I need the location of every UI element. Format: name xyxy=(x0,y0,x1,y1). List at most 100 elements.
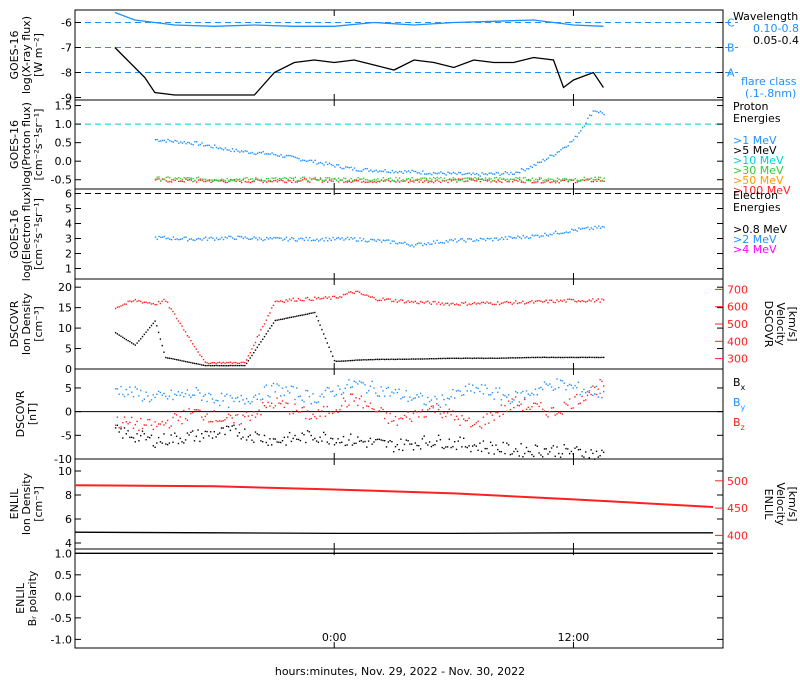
data-point xyxy=(377,171,379,173)
data-point xyxy=(163,139,166,142)
data-point xyxy=(531,406,533,408)
data-point xyxy=(332,236,334,239)
data-point xyxy=(163,235,166,238)
data-point xyxy=(373,297,375,299)
data-point xyxy=(382,177,385,179)
data-point xyxy=(257,239,259,241)
data-point xyxy=(446,357,449,359)
y-axis-label: GOES-16 xyxy=(8,30,21,79)
data-point xyxy=(150,399,153,401)
data-point xyxy=(193,345,196,348)
data-point xyxy=(359,178,361,180)
data-point xyxy=(554,230,557,232)
data-point xyxy=(461,173,463,176)
data-point xyxy=(597,356,599,359)
data-point xyxy=(517,235,519,237)
data-point xyxy=(402,358,404,360)
data-point xyxy=(431,173,433,176)
data-point xyxy=(183,442,185,444)
data-point xyxy=(129,386,131,388)
data-point xyxy=(405,301,407,303)
data-point xyxy=(283,394,285,396)
data-point xyxy=(493,303,495,306)
data-point xyxy=(278,300,280,303)
data-point xyxy=(577,449,580,451)
data-point xyxy=(463,302,465,304)
data-point xyxy=(550,386,553,388)
data-point xyxy=(227,361,230,364)
data-point xyxy=(167,176,169,178)
data-point xyxy=(434,172,437,174)
data-point xyxy=(123,427,126,429)
data-point xyxy=(281,318,284,320)
data-point xyxy=(396,424,398,426)
data-point xyxy=(285,236,288,239)
data-point xyxy=(414,397,416,399)
data-point xyxy=(501,173,503,175)
data-point xyxy=(158,235,160,238)
data-point xyxy=(138,340,140,342)
data-point xyxy=(350,433,352,435)
data-point xyxy=(450,357,452,359)
data-point xyxy=(177,419,180,422)
data-point xyxy=(398,181,401,183)
data-point xyxy=(217,400,219,402)
data-point xyxy=(497,301,499,303)
data-point xyxy=(362,177,365,179)
data-point xyxy=(285,317,287,319)
data-point xyxy=(594,356,596,359)
data-point xyxy=(441,394,443,396)
data-point xyxy=(333,359,336,362)
data-point xyxy=(559,299,562,301)
data-point xyxy=(271,152,273,154)
data-point xyxy=(145,301,147,303)
data-point xyxy=(409,443,411,445)
data-point xyxy=(495,176,498,179)
data-point xyxy=(294,398,296,401)
data-point xyxy=(314,239,316,242)
data-point xyxy=(257,178,259,180)
data-point xyxy=(344,444,346,447)
data-point xyxy=(418,396,420,398)
data-point xyxy=(204,430,206,433)
data-point xyxy=(464,446,467,448)
data-point xyxy=(425,179,428,181)
data-point xyxy=(373,239,376,241)
y-axis-label: log(Proton flux) xyxy=(20,102,33,187)
data-point xyxy=(287,154,289,157)
data-point xyxy=(486,180,489,182)
data-point xyxy=(226,393,228,396)
data-point xyxy=(599,180,602,182)
data-point xyxy=(194,141,196,143)
data-point xyxy=(314,416,316,418)
data-point xyxy=(290,316,293,318)
data-point xyxy=(281,387,284,389)
data-point xyxy=(556,180,559,182)
data-point xyxy=(452,171,454,174)
data-point xyxy=(208,421,210,423)
data-point xyxy=(267,177,270,180)
data-point xyxy=(446,302,449,304)
data-point xyxy=(436,398,438,400)
data-point xyxy=(265,319,267,321)
data-point xyxy=(452,239,454,242)
data-point xyxy=(517,180,519,182)
data-point xyxy=(161,300,163,302)
data-point xyxy=(518,455,520,457)
data-point xyxy=(233,364,235,367)
data-point xyxy=(423,173,426,175)
data-point xyxy=(235,364,237,367)
data-point xyxy=(201,433,203,435)
data-point xyxy=(581,395,583,398)
legend-title: Electron xyxy=(733,189,778,202)
data-point xyxy=(235,148,237,151)
data-point xyxy=(219,404,221,407)
y-axis-label: GOES-16 xyxy=(8,120,21,169)
data-point xyxy=(169,177,171,179)
data-point xyxy=(265,406,267,409)
data-point xyxy=(385,298,388,300)
data-point xyxy=(537,181,539,183)
data-point xyxy=(443,173,446,175)
data-point xyxy=(592,356,594,359)
